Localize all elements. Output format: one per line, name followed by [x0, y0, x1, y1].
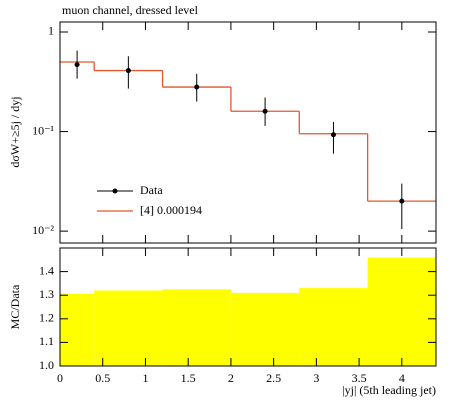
ratio-y-tick-label: 1.1 [39, 334, 54, 348]
x-tick-label: 2 [228, 371, 234, 385]
data-point [262, 108, 268, 114]
data-point [125, 68, 131, 74]
x-tick-label: 2.5 [266, 371, 281, 385]
x-axis-label: |yj| (5th leading jet) [342, 383, 436, 397]
data-point [399, 198, 405, 204]
x-tick-label: 1 [142, 371, 148, 385]
ratio-band [94, 290, 163, 366]
data-point [74, 62, 80, 68]
ratio-y-tick-label: 1.0 [39, 358, 54, 372]
legend-data-marker [112, 188, 118, 194]
data-point [330, 132, 336, 138]
ratio-y-tick-label: 1.4 [39, 263, 54, 277]
ratio-y-axis-label: MC/Data [8, 284, 22, 329]
x-tick-label: 1.5 [181, 371, 196, 385]
data-point [194, 84, 200, 90]
x-tick-label: 4 [399, 371, 405, 385]
chart-title: muon channel, dressed level [62, 3, 199, 17]
ratio-y-tick-label: 1.2 [39, 311, 54, 325]
x-tick-label: 3 [313, 371, 319, 385]
y-axis-label: dσW+≥5j / dyj [8, 96, 22, 167]
ratio-band [60, 293, 95, 366]
ratio-band [162, 289, 231, 366]
x-tick-label: 3.5 [352, 371, 367, 385]
legend-label: [4] 0.000194 [140, 203, 202, 217]
legend-label: Data [140, 183, 163, 197]
y-tick-label: 10⁻¹ [32, 123, 54, 137]
ratio-band [230, 292, 300, 366]
x-tick-label: 0.5 [95, 371, 110, 385]
y-tick-label: 10⁻² [32, 223, 54, 237]
ratio-y-tick-label: 1.3 [39, 287, 54, 301]
y-tick-label: 1 [48, 24, 54, 38]
plot-frame [59, 21, 437, 244]
ratio-frame [59, 247, 437, 367]
ratio-band [299, 288, 368, 366]
ratio-band [367, 257, 436, 366]
x-tick-label: 0 [57, 371, 63, 385]
